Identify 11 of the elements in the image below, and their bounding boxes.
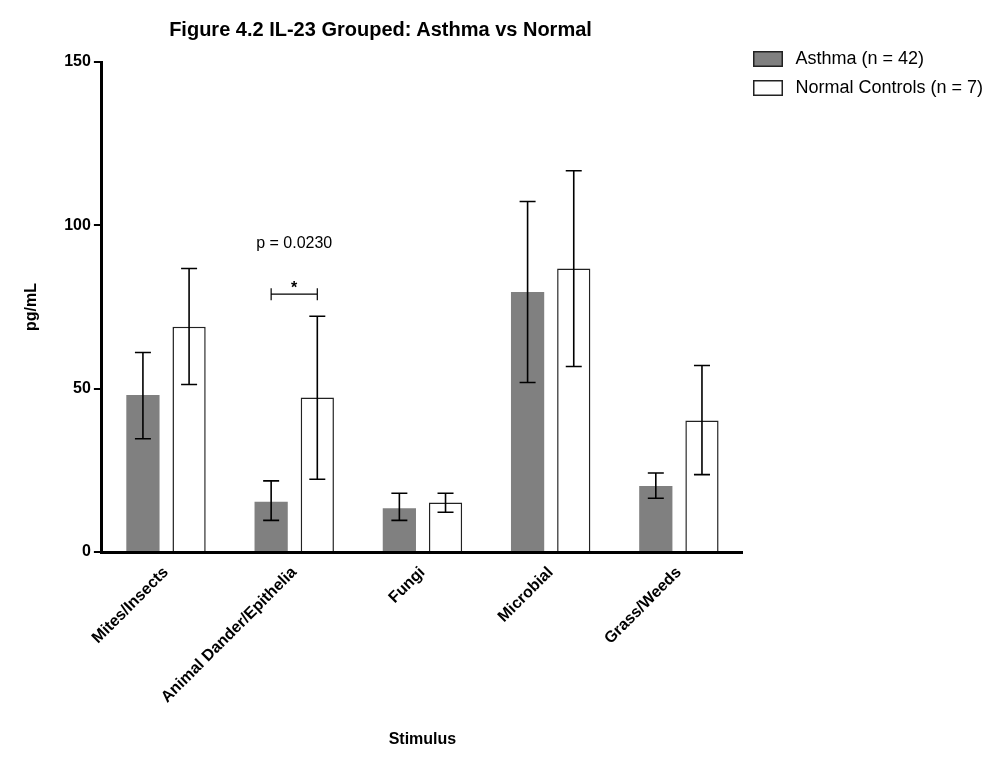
- annotation: *: [291, 279, 299, 297]
- y-tick-label: 0: [81, 542, 91, 560]
- y-tick-label: 150: [64, 52, 91, 70]
- legend-label: Asthma (n = 42): [795, 48, 924, 69]
- annotation: p = 0.0230: [256, 233, 333, 251]
- y-tick-label: 100: [64, 215, 91, 233]
- y-tick-label: 50: [73, 379, 91, 397]
- legend-label: Normal Controls (n = 7): [795, 77, 983, 98]
- y-axis-title: pg/mL: [22, 282, 40, 332]
- x-axis-title: Stimulus: [388, 729, 457, 747]
- chart-title: Figure 4.2 IL-23 Grouped: Asthma vs Normal: [169, 17, 592, 40]
